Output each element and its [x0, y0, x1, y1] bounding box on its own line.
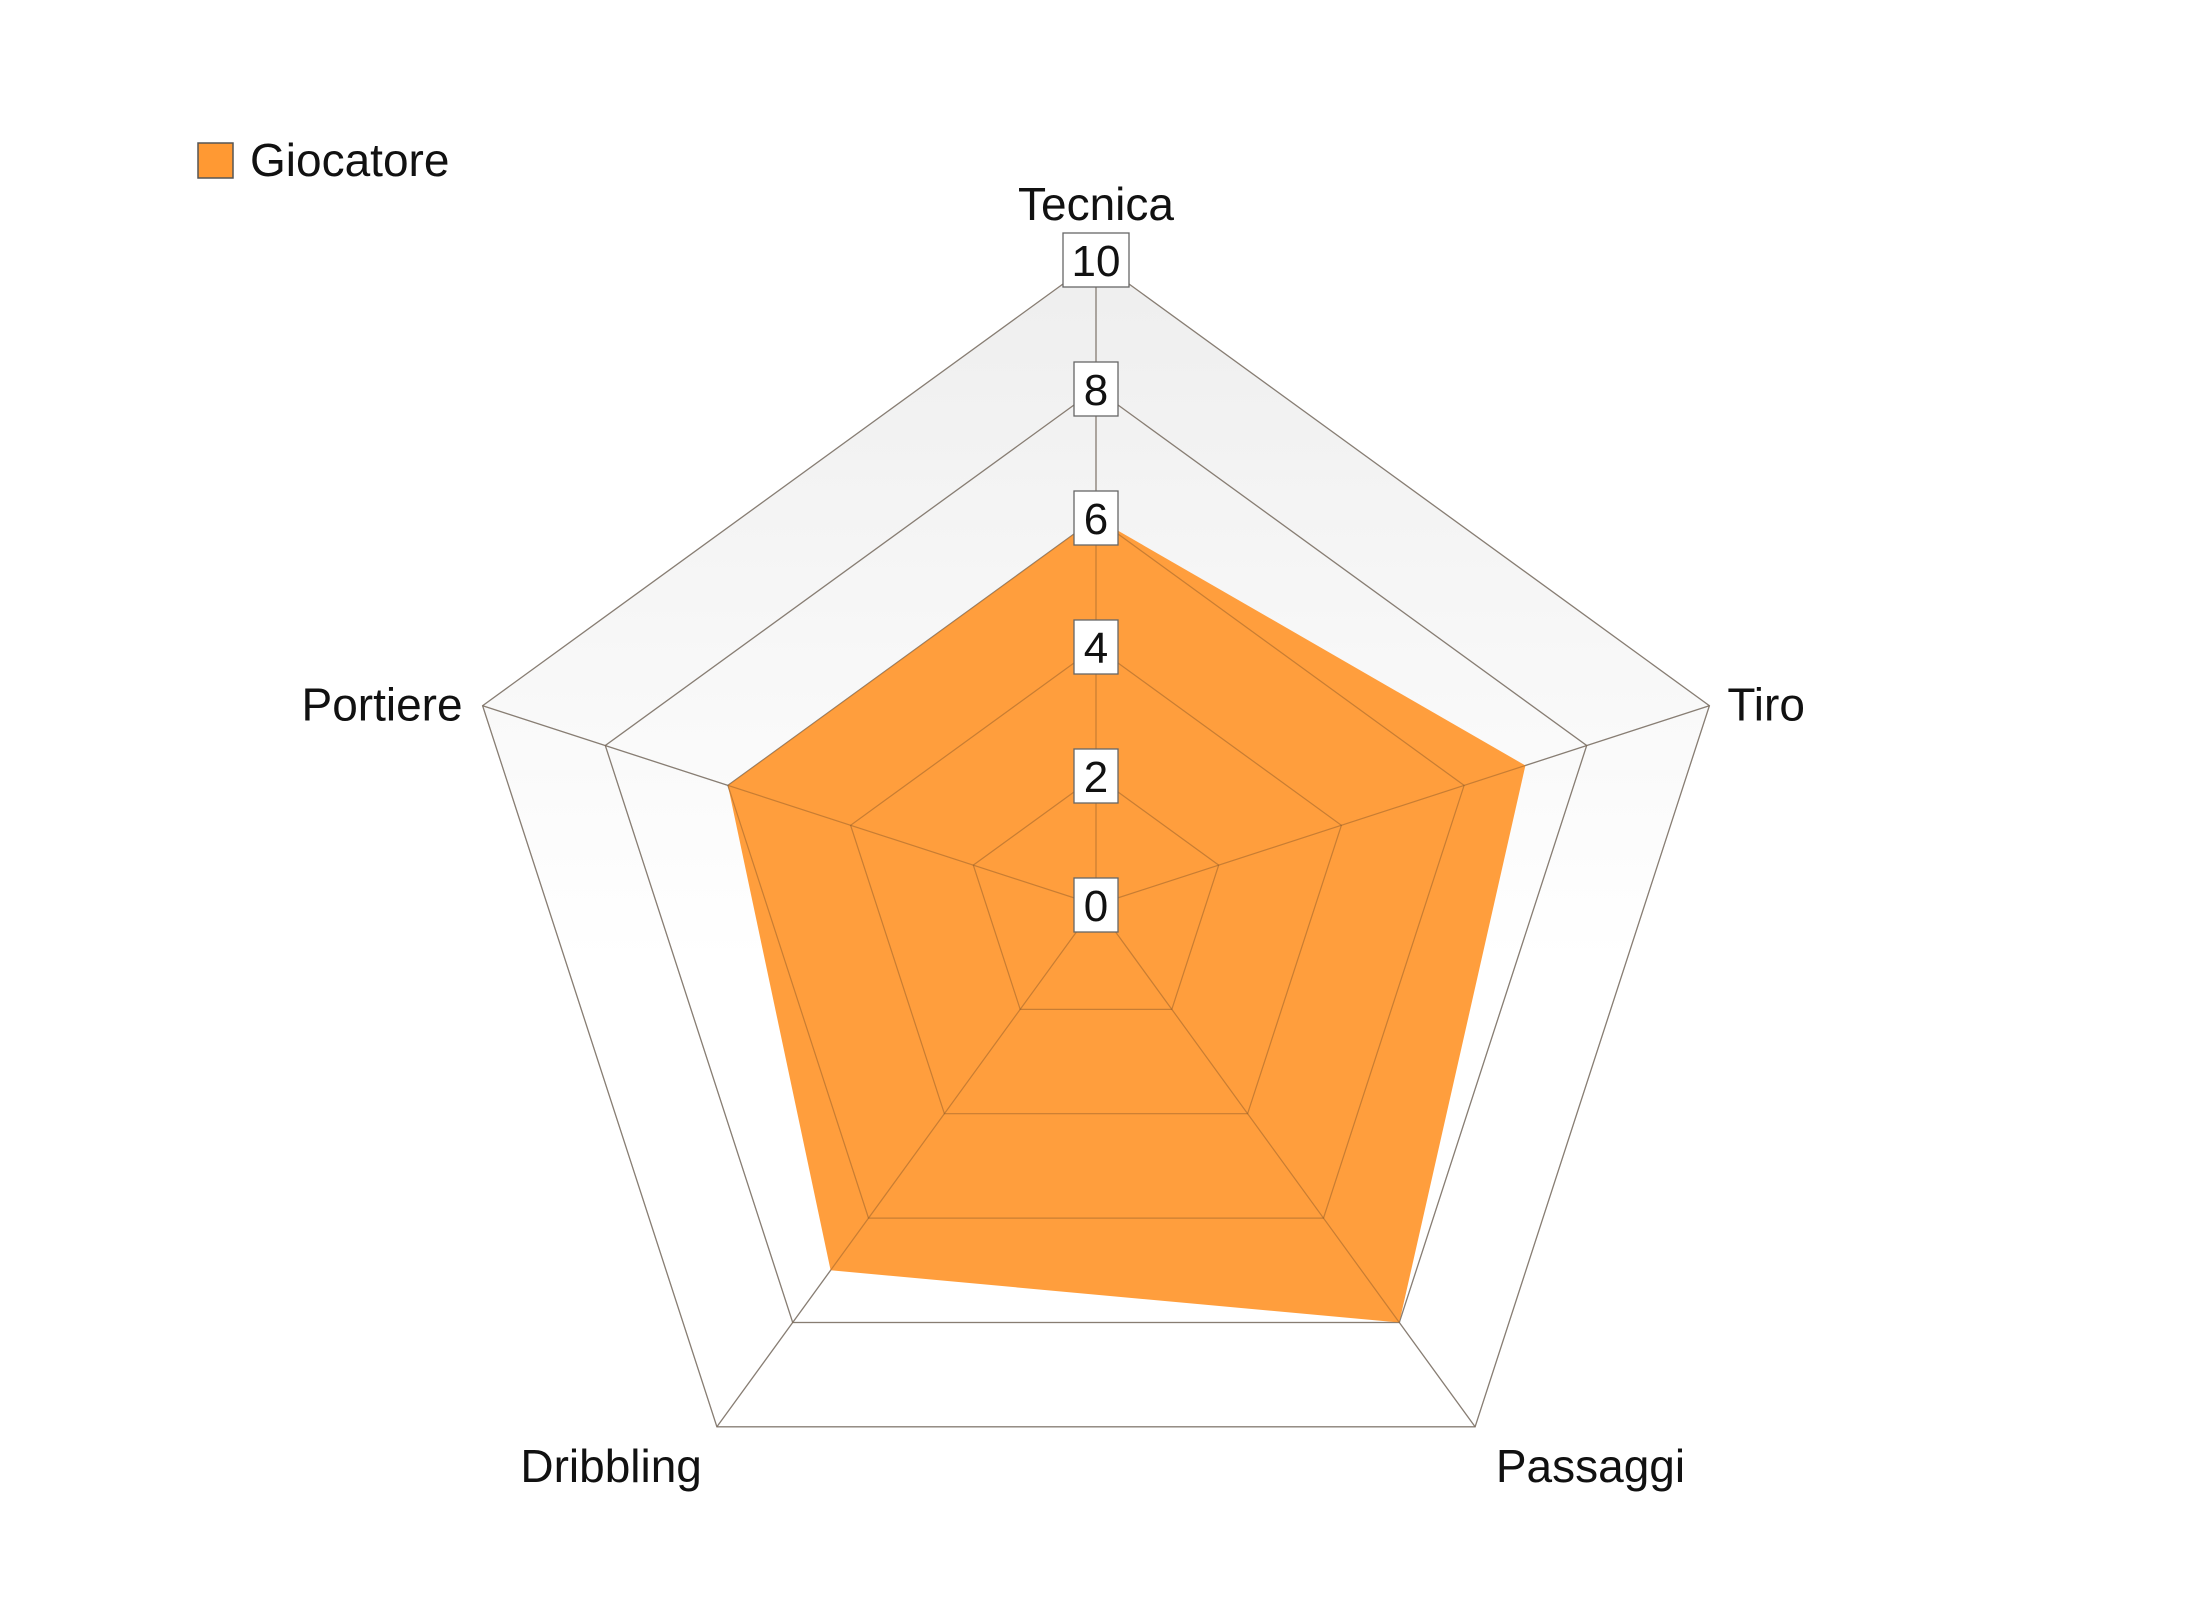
radar-grid-overlay — [481, 259, 1711, 1428]
axis-label-dribbling: Dribbling — [520, 1440, 702, 1492]
tick-box-2 — [1073, 748, 1119, 804]
tick-label-8: 8 — [1084, 366, 1108, 415]
series-area-giocatore[interactable] — [727, 518, 1526, 1323]
grid-ring-overlay-10 — [481, 259, 1711, 1428]
legend-label-giocatore: Giocatore — [250, 134, 449, 186]
tick-box-4 — [1073, 619, 1119, 675]
spoke-overlay-passaggi — [1095, 904, 1476, 1428]
tick-box-0 — [1073, 877, 1119, 933]
axis-label-portiere: Portiere — [302, 679, 463, 731]
tick-label-2: 2 — [1084, 753, 1108, 802]
grid-ring-8 — [604, 388, 1588, 1324]
tick-label-6: 6 — [1084, 495, 1108, 544]
spoke-overlay-portiere — [482, 705, 1097, 906]
grid-ring-overlay-4 — [849, 646, 1343, 1115]
tick-box-8 — [1073, 361, 1119, 417]
grid-ring-overlay-6 — [727, 517, 1465, 1219]
grid-ring-overlay-2 — [972, 775, 1220, 1011]
spoke-overlay-tiro — [1095, 705, 1710, 906]
axis-label-tiro: Tiro — [1727, 679, 1805, 731]
tick-box-10 — [1062, 232, 1130, 288]
tick-label-10: 10 — [1072, 237, 1121, 286]
series-layer — [727, 518, 1526, 1323]
spoke-overlay-dribbling — [716, 904, 1097, 1428]
axis-label-passaggi: Passaggi — [1496, 1440, 1685, 1492]
tick-label-4: 4 — [1084, 624, 1108, 673]
axis-label-tecnica: Tecnica — [1018, 178, 1174, 230]
tick-label-0: 0 — [1084, 882, 1108, 931]
legend-swatch-giocatore — [197, 142, 234, 179]
legend[interactable]: Giocatore — [197, 134, 449, 186]
axis-labels: Tecnica Tiro Passaggi Dribbling Portiere — [302, 178, 1805, 1492]
tick-box-6 — [1073, 490, 1119, 546]
tick-labels: 0 2 4 6 8 10 — [1062, 232, 1130, 933]
grid-ring-10 — [481, 259, 1711, 1428]
grid-ring-overlay-8 — [604, 388, 1588, 1324]
